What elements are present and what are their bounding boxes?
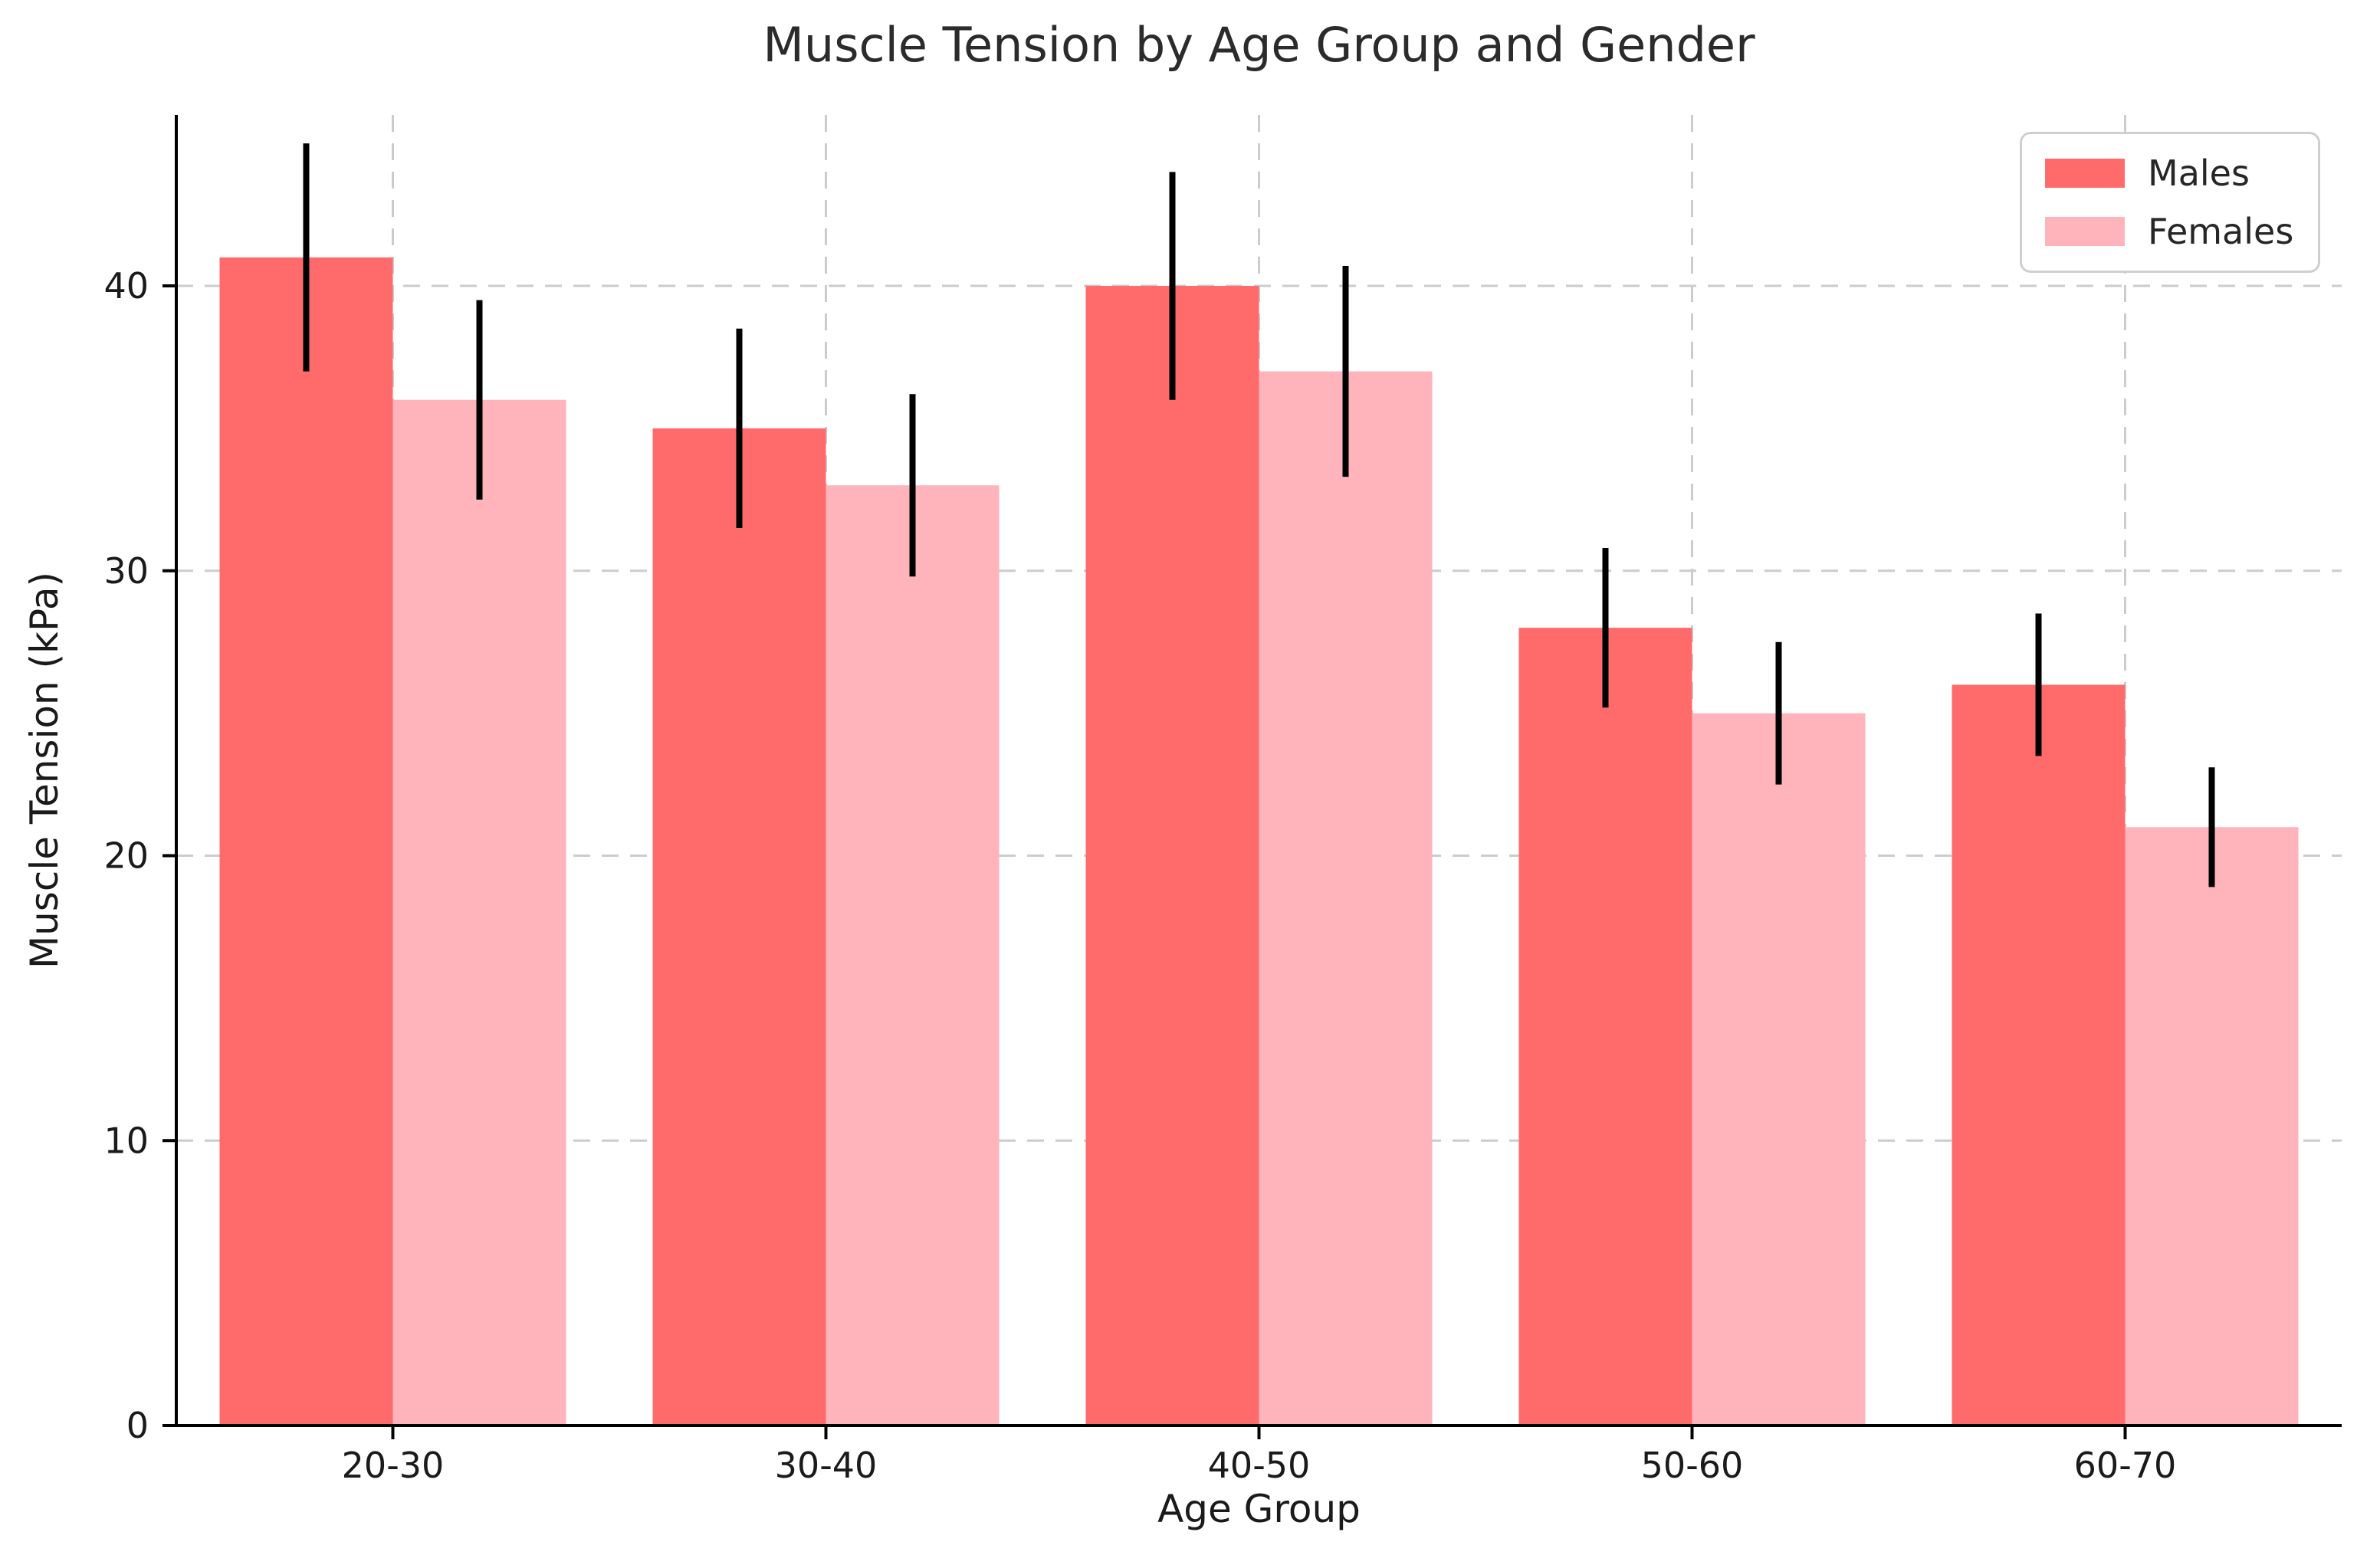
x-tick-label-60-70: 60-70 xyxy=(2074,1445,2177,1486)
bar-females-60-70 xyxy=(2125,827,2299,1425)
bar-males-50-60 xyxy=(1518,628,1692,1426)
legend-item-males: Males xyxy=(2045,153,2295,194)
y-axis-label: Muscle Tension (kPa) xyxy=(22,571,67,969)
legend: Males Females xyxy=(2020,132,2320,273)
bar-males-30-40 xyxy=(652,428,826,1425)
legend-swatch-males xyxy=(2045,159,2125,188)
legend-swatch-females xyxy=(2045,217,2125,246)
bar-males-20-30 xyxy=(219,257,393,1425)
x-tick-label-20-30: 20-30 xyxy=(342,1445,445,1486)
bar-females-50-60 xyxy=(1692,713,1866,1425)
y-tick-label-30: 30 xyxy=(103,550,149,592)
y-tick-label-40: 40 xyxy=(103,265,149,307)
bar-males-40-50 xyxy=(1085,286,1259,1426)
chart-title: Muscle Tension by Age Group and Gender xyxy=(763,17,1755,73)
y-tick-label-0: 0 xyxy=(126,1405,149,1446)
legend-label-females: Females xyxy=(2148,211,2294,252)
bar-males-60-70 xyxy=(1952,684,2126,1425)
y-tick-label-10: 10 xyxy=(103,1120,149,1161)
bar-females-40-50 xyxy=(1259,371,1433,1426)
x-tick-label-40-50: 40-50 xyxy=(1208,1445,1311,1486)
x-axis-label: Age Group xyxy=(1157,1487,1361,1531)
bar-females-20-30 xyxy=(392,399,566,1425)
legend-item-females: Females xyxy=(2045,211,2295,252)
x-tick-label-30-40: 30-40 xyxy=(775,1445,878,1486)
bar-females-30-40 xyxy=(826,485,1000,1425)
legend-label-males: Males xyxy=(2148,153,2250,194)
y-tick-label-20: 20 xyxy=(103,835,149,877)
x-tick-label-50-60: 50-60 xyxy=(1641,1445,1744,1486)
